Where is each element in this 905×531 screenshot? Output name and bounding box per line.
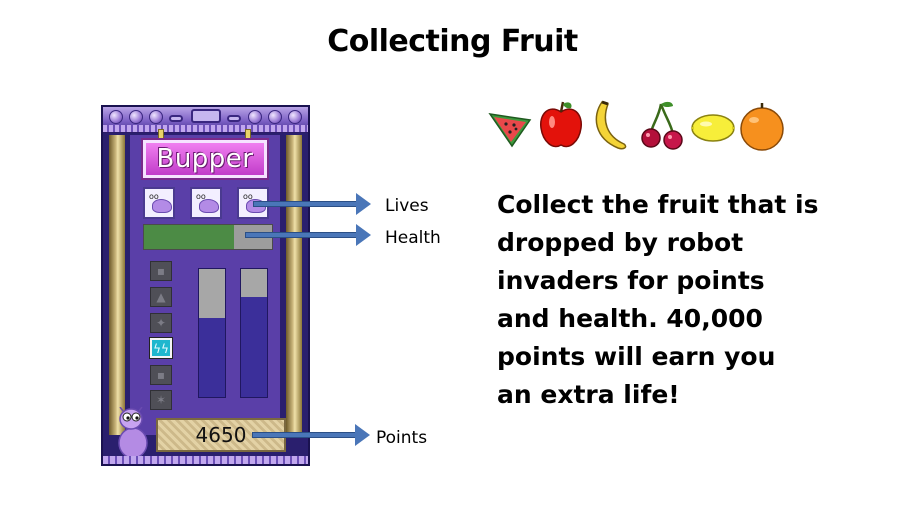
instructions-line: points will earn you (497, 342, 776, 371)
life-icon: oo (143, 187, 175, 219)
orange-icon (740, 103, 784, 151)
health-arrow-icon (245, 224, 371, 246)
frame-fringe-bottom (103, 456, 308, 464)
frame-fringe (103, 125, 308, 132)
lightning-icon: ϟϟ (153, 342, 169, 356)
instructions-line: invaders for points (497, 266, 765, 295)
watermelon-icon (488, 113, 532, 148)
player-name-plate: Bupper (141, 138, 269, 180)
instructions-line: Collect the fruit that is (497, 190, 819, 219)
power-meter-2 (240, 268, 268, 398)
apple-icon (540, 101, 582, 148)
weapon-icon: ▪ (156, 368, 166, 382)
frame-orb-icon (109, 110, 123, 124)
life-icon: oo (190, 187, 222, 219)
points-arrow-icon (252, 424, 370, 446)
power-meter-1 (198, 268, 226, 398)
instructions-line: dropped by robot (497, 228, 744, 257)
power-meter-1-empty (199, 269, 225, 318)
weapon-slot-2[interactable]: ▲ (150, 287, 172, 307)
instructions-text: Collect the fruit that is dropped by rob… (497, 186, 897, 414)
right-pillar (286, 135, 302, 435)
points-callout: Points (376, 428, 428, 448)
weapon-icon: ▪ (156, 264, 166, 278)
health-bar (143, 224, 273, 250)
page-title: Collecting Fruit (327, 24, 578, 59)
weapon-slot-4[interactable]: ϟϟ (149, 337, 173, 359)
lemon-icon (691, 114, 735, 142)
lives-callout: Lives (385, 196, 429, 216)
cherries-icon (641, 101, 683, 150)
frame-orb-icon (288, 110, 302, 124)
weapon-slot-5[interactable]: ▪ (150, 365, 172, 385)
game-hud-panel: Bupper oo oo oo ▪ ▲ ✦ ϟϟ ▪ ✶ 4650 (101, 105, 310, 466)
left-pillar (109, 135, 125, 435)
frame-orb-icon (129, 110, 143, 124)
weapon-icon: ▲ (156, 290, 166, 304)
mascot-creature-icon (118, 407, 148, 459)
weapon-slot-3[interactable]: ✦ (150, 313, 172, 333)
banana-icon (595, 100, 627, 150)
weapon-slot-1[interactable]: ▪ (150, 261, 172, 281)
health-bar-fill (144, 225, 234, 249)
frame-plaque-icon (191, 109, 221, 123)
instructions-line: an extra life! (497, 380, 680, 409)
frame-orb-icon (268, 110, 282, 124)
lives-arrow-icon (253, 193, 371, 215)
weapon-icon: ✦ (155, 316, 167, 330)
frame-link-icon (169, 115, 183, 122)
weapon-slot-6[interactable]: ✶ (150, 390, 172, 410)
points-value: 4650 (195, 423, 247, 447)
frame-link-icon (227, 115, 241, 122)
health-callout: Health (385, 228, 441, 248)
frame-orb-icon (149, 110, 163, 124)
frame-orb-icon (248, 110, 262, 124)
weapon-icon: ✶ (155, 393, 167, 407)
player-name: Bupper (156, 144, 254, 174)
instructions-line: and health. 40,000 (497, 304, 763, 333)
power-meter-2-empty (241, 269, 267, 298)
